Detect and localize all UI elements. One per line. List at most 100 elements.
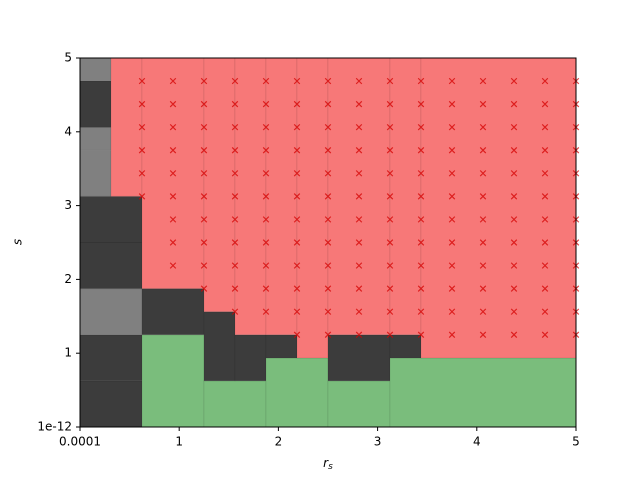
marker: [169, 193, 177, 200]
x-label-subscript: s: [328, 462, 333, 472]
marker: [386, 262, 394, 269]
marker: [293, 147, 301, 154]
marker: [293, 100, 301, 108]
marker: [448, 147, 456, 154]
region-cell: [265, 357, 329, 428]
marker: [262, 239, 270, 246]
marker: [448, 77, 456, 85]
region-cell: [79, 80, 112, 128]
marker: [355, 216, 363, 223]
marker: [541, 193, 549, 200]
marker: [448, 308, 456, 315]
marker: [200, 193, 208, 200]
marker: [479, 123, 487, 131]
marker: [293, 77, 301, 85]
x-tick-label: 5: [572, 435, 580, 449]
region-cell: [265, 334, 298, 359]
marker: [510, 285, 518, 292]
region-cell: [79, 288, 143, 336]
marker: [479, 77, 487, 85]
y-axis-label: s: [11, 239, 25, 245]
marker: [231, 170, 239, 177]
marker: [417, 147, 425, 154]
marker: [324, 331, 332, 338]
marker: [138, 147, 146, 154]
marker: [510, 216, 518, 223]
marker: [262, 77, 270, 85]
marker: [355, 308, 363, 315]
marker: [293, 331, 301, 338]
marker: [262, 285, 270, 292]
marker: [200, 262, 208, 269]
marker: [262, 123, 270, 131]
marker: [417, 285, 425, 292]
marker: [293, 193, 301, 200]
marker: [510, 100, 518, 108]
marker: [293, 170, 301, 177]
marker: [231, 308, 239, 315]
marker: [510, 170, 518, 177]
marker: [138, 100, 146, 108]
y-tick-label: 4: [64, 124, 72, 138]
region-cell: [265, 57, 298, 336]
marker: [541, 216, 549, 223]
marker: [355, 77, 363, 85]
marker: [231, 262, 239, 269]
marker: [231, 100, 239, 108]
cell-layer: [79, 57, 577, 428]
plot-frame: [79, 57, 577, 428]
marker: [293, 308, 301, 315]
marker: [138, 77, 146, 85]
marker: [417, 239, 425, 246]
y-tick-label: 1: [64, 346, 72, 360]
marker: [200, 285, 208, 292]
marker: [448, 193, 456, 200]
region-cell: [327, 380, 391, 428]
region-cell: [389, 334, 422, 359]
marker: [138, 123, 146, 131]
marker: [231, 123, 239, 131]
marker: [386, 285, 394, 292]
region-cell: [203, 311, 236, 382]
marker: [355, 147, 363, 154]
marker: [386, 331, 394, 338]
region-cell: [79, 149, 112, 197]
marker: [417, 123, 425, 131]
marker: [262, 170, 270, 177]
marker: [386, 123, 394, 131]
marker: [293, 239, 301, 246]
marker: [448, 170, 456, 177]
region-cell: [203, 57, 236, 313]
marker: [231, 239, 239, 246]
marker: [448, 100, 456, 108]
marker: [169, 77, 177, 85]
marker: [541, 100, 549, 108]
marker: [355, 100, 363, 108]
marker: [386, 147, 394, 154]
marker: [324, 262, 332, 269]
marker: [386, 216, 394, 223]
x-tick-label: 4: [473, 435, 481, 449]
marker: [355, 331, 363, 338]
marker: [479, 331, 487, 338]
marker: [541, 147, 549, 154]
marker: [541, 239, 549, 246]
marker: [386, 170, 394, 177]
marker: [541, 262, 549, 269]
region-cell: [203, 380, 267, 428]
marker: [417, 193, 425, 200]
marker: [479, 308, 487, 315]
region-cell: [79, 126, 112, 151]
marker: [324, 285, 332, 292]
marker: [510, 123, 518, 131]
marker: [510, 308, 518, 315]
y-tick-label: 5: [64, 51, 72, 65]
y-tick-label: 2: [64, 272, 72, 286]
marker: [324, 216, 332, 223]
marker: [324, 100, 332, 108]
x-tick-label: 1: [175, 435, 183, 449]
marker: [479, 216, 487, 223]
marker: [448, 331, 456, 338]
marker: [417, 170, 425, 177]
